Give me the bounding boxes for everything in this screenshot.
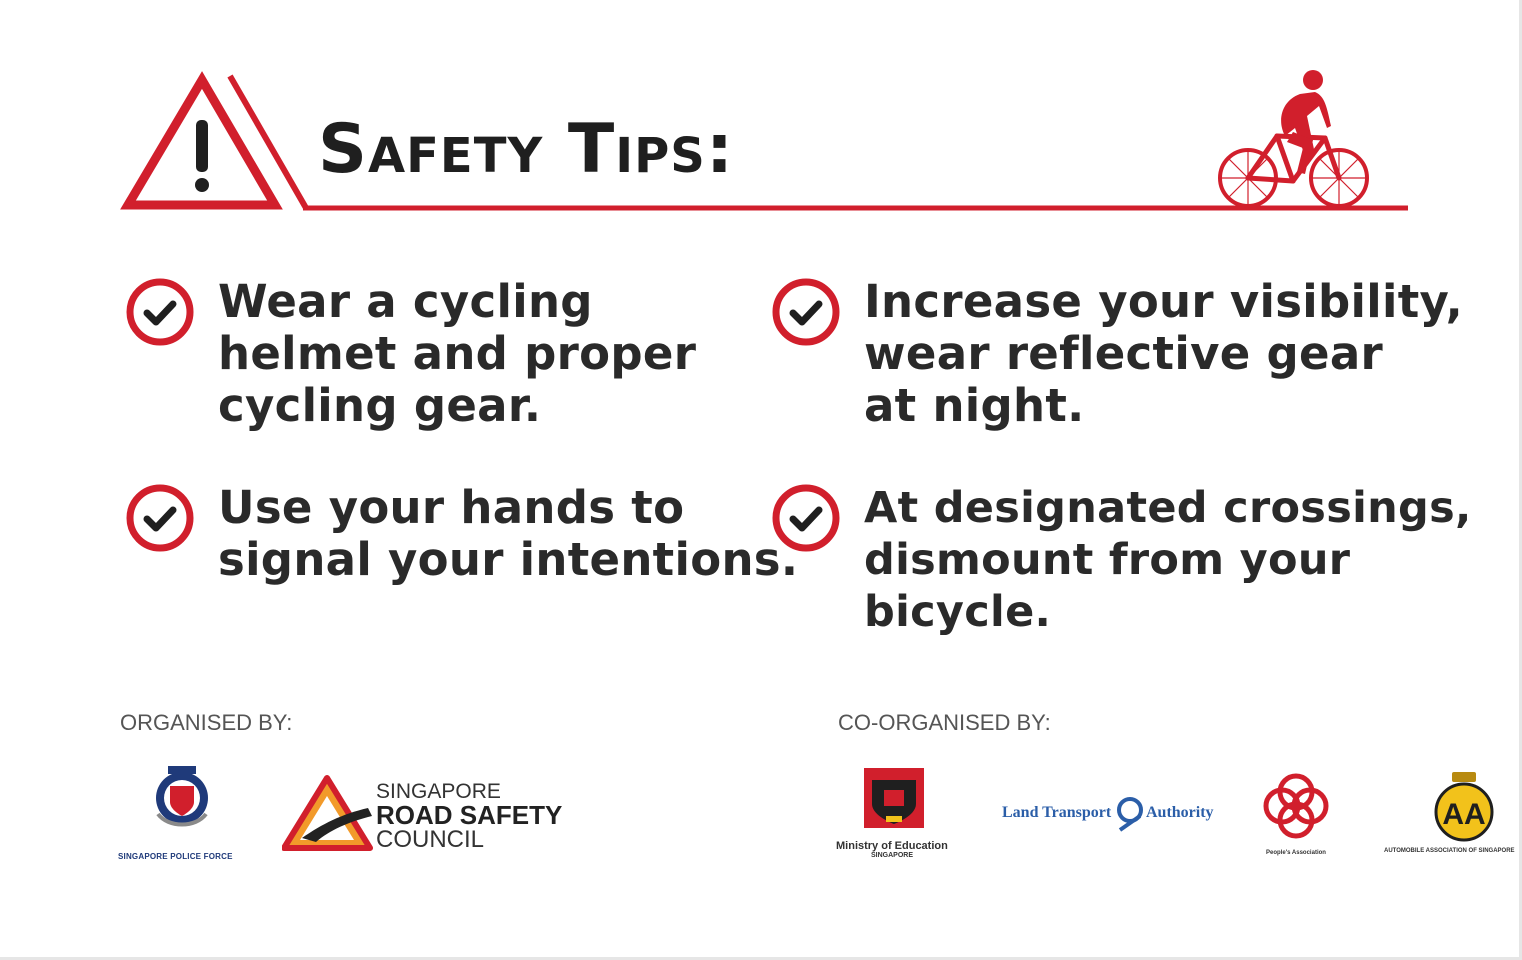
- tip-item: Use your hands to signal your intentions…: [124, 482, 798, 586]
- tip-item: Increase your visibility, wear reflectiv…: [770, 276, 1463, 432]
- moe-caption-2: SINGAPORE: [870, 852, 913, 859]
- tip-item: At designated crossings, dismount from y…: [770, 482, 1522, 638]
- warning-triangle-icon: [120, 71, 1408, 211]
- tip-text: At designated crossings, dismount from y…: [864, 483, 1472, 637]
- check-circle-icon: [772, 278, 840, 346]
- check-circle-icon: [126, 278, 194, 346]
- tip-text: Wear a cycling helmet and proper cycling…: [218, 275, 697, 432]
- page-border-bottom: [0, 957, 1522, 960]
- moe-logo: Ministry of Education SINGAPORE: [836, 766, 956, 864]
- aas-logo: AA AUTOMOBILE ASSOCIATION OF SINGAPORE: [1384, 770, 1522, 860]
- police-logo: SINGAPORE POLICE FORCE: [118, 764, 250, 861]
- rsc-line2: ROAD SAFETY: [376, 800, 563, 830]
- road-safety-council-logo: SINGAPORE ROAD SAFETY COUNCIL: [282, 774, 572, 854]
- police-caption: SINGAPORE POLICE FORCE: [118, 852, 233, 861]
- pa-caption: People's Association: [1266, 850, 1326, 856]
- organised-by-label: ORGANISED BY:: [120, 710, 293, 735]
- rsc-line1: SINGAPORE: [376, 780, 501, 803]
- moe-caption-1: Ministry of Education: [836, 840, 948, 852]
- page-border: [1519, 0, 1522, 960]
- lta-text-right: Authority: [1146, 804, 1214, 821]
- aas-badge-icon: AA: [1434, 772, 1494, 842]
- lta-swirl-icon: [1117, 797, 1143, 832]
- co-organised-by-label: CO-ORGANISED BY:: [838, 710, 1051, 735]
- check-circle-icon: [126, 484, 194, 552]
- svg-text:AA: AA: [1442, 798, 1485, 831]
- rsc-line3: COUNCIL: [376, 826, 485, 853]
- tip-text: Increase your visibility, wear reflectiv…: [864, 275, 1464, 432]
- pa-knot-icon: [1263, 773, 1329, 839]
- lta-logo: Land Transport Authority: [1002, 794, 1222, 834]
- pa-logo: People's Association: [1254, 770, 1338, 860]
- tip-item: Wear a cycling helmet and proper cycling…: [124, 276, 696, 432]
- check-circle-icon: [772, 484, 840, 552]
- page-title: Safety Tips:: [318, 110, 735, 189]
- cyclist-icon: [1218, 70, 1369, 208]
- aas-caption: AUTOMOBILE ASSOCIATION OF SINGAPORE: [1384, 848, 1515, 854]
- lta-text-left: Land Transport: [1002, 804, 1112, 821]
- moe-crest-icon: [864, 768, 924, 828]
- tip-text: Use your hands to signal your intentions…: [218, 481, 799, 586]
- police-crest-icon: [156, 766, 208, 827]
- rsc-triangle-icon: [282, 775, 373, 851]
